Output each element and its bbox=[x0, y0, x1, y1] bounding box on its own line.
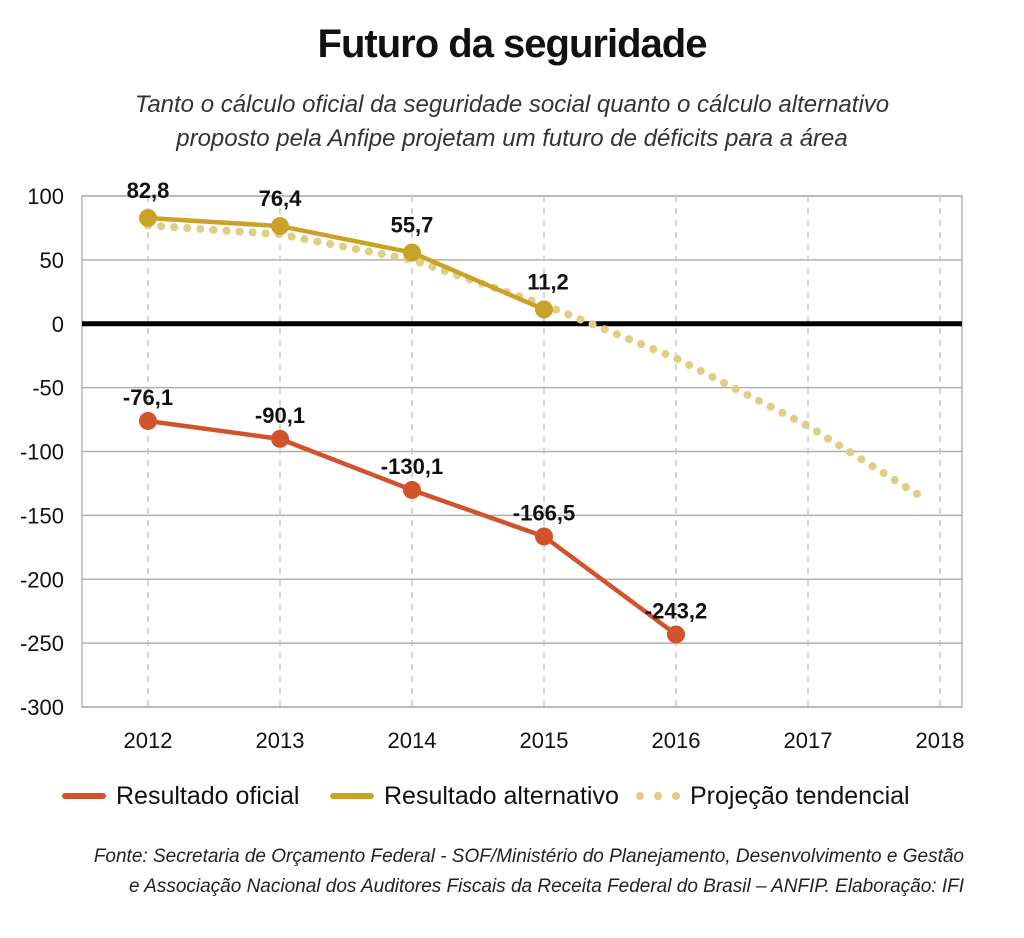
y-tick-label: 100 bbox=[27, 184, 64, 209]
data-point-resultado-oficial bbox=[271, 429, 289, 448]
data-point-resultado-alternativo bbox=[403, 243, 421, 262]
chart-title: Futuro da seguridade bbox=[317, 22, 708, 66]
y-tick-label: -150 bbox=[20, 503, 64, 528]
data-label-resultado-alternativo: 55,7 bbox=[391, 213, 434, 238]
data-point-resultado-oficial bbox=[139, 411, 157, 430]
y-tick-label: -200 bbox=[20, 567, 64, 592]
legend-swatch-resultado-oficial bbox=[62, 793, 106, 799]
data-point-resultado-oficial bbox=[535, 527, 553, 546]
data-point-resultado-alternativo bbox=[271, 217, 289, 236]
x-tick-label: 2015 bbox=[520, 728, 569, 753]
legend-swatch-projecao-tendencial bbox=[636, 792, 680, 800]
data-label-resultado-alternativo: 82,8 bbox=[127, 178, 170, 203]
data-label-resultado-oficial: -166,5 bbox=[513, 500, 575, 525]
y-tick-label: -250 bbox=[20, 631, 64, 656]
legend-swatch-resultado-alternativo bbox=[330, 793, 374, 799]
chart-legend: Resultado oficial Resultado alternativo … bbox=[0, 778, 1024, 814]
subtitle-line-1: Tanto o cálculo oficial da seguridade so… bbox=[134, 91, 890, 118]
data-label-resultado-oficial: -130,1 bbox=[381, 454, 443, 479]
data-label-resultado-oficial: -243,2 bbox=[645, 598, 707, 623]
legend-label: Projeção tendencial bbox=[690, 781, 910, 810]
series-line-projecao-tendencial bbox=[144, 221, 931, 504]
y-tick-label: -300 bbox=[20, 695, 64, 720]
x-tick-label: 2014 bbox=[388, 728, 437, 753]
legend-label: Resultado alternativo bbox=[384, 781, 619, 810]
data-label-resultado-alternativo: 76,4 bbox=[259, 186, 303, 211]
x-tick-label: 2012 bbox=[124, 728, 173, 753]
chart-subtitle: Tanto o cálculo oficial da seguridade so… bbox=[0, 88, 1024, 156]
source-line-1: Fonte: Secretaria de Orçamento Federal -… bbox=[93, 846, 964, 867]
line-chart: 100 50 0 -50 -100 -150 -200 -250 -300 2012 2013 201… bbox=[20, 178, 965, 753]
series-line-resultado-alternativo bbox=[147, 215, 545, 312]
x-tick-label: 2013 bbox=[256, 728, 305, 753]
legend-item-resultado-alternativo: Resultado alternativo bbox=[330, 778, 619, 814]
data-point-resultado-oficial bbox=[403, 480, 421, 499]
data-label-resultado-oficial: -76,1 bbox=[123, 385, 173, 410]
y-tick-label: 0 bbox=[52, 312, 64, 337]
data-point-resultado-alternativo bbox=[535, 300, 553, 319]
x-tick-label: 2016 bbox=[652, 728, 701, 753]
source-note: Fonte: Secretaria de Orçamento Federal -… bbox=[44, 842, 964, 902]
legend-label: Resultado oficial bbox=[116, 781, 300, 810]
y-tick-label: 50 bbox=[40, 248, 64, 273]
legend-item-projecao-tendencial: Projeção tendencial bbox=[636, 778, 910, 814]
y-tick-label: -50 bbox=[32, 376, 64, 401]
x-tick-label: 2018 bbox=[916, 728, 965, 753]
x-tick-label: 2017 bbox=[784, 728, 833, 753]
source-line-2: e Associação Nacional dos Auditores Fisc… bbox=[129, 876, 964, 897]
y-tick-label: -100 bbox=[20, 440, 64, 465]
data-label-resultado-oficial: -90,1 bbox=[255, 403, 305, 428]
data-point-resultado-oficial bbox=[667, 625, 685, 644]
data-point-resultado-alternativo bbox=[139, 208, 157, 227]
data-label-resultado-alternativo: 11,2 bbox=[527, 269, 569, 294]
legend-item-resultado-oficial: Resultado oficial bbox=[62, 778, 299, 814]
subtitle-line-2: proposto pela Anfipe projetam um futuro … bbox=[176, 125, 848, 152]
